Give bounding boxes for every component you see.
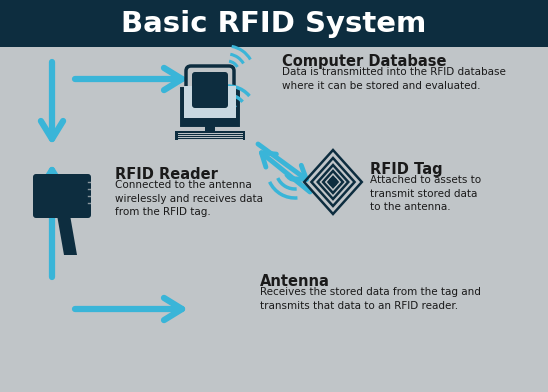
FancyArrowPatch shape (41, 62, 63, 139)
Bar (205, 123, 215, 133)
Text: RFID Tag: RFID Tag (370, 162, 443, 177)
FancyBboxPatch shape (186, 66, 234, 114)
Text: Receives the stored data from the tag and
transmits that data to an RFID reader.: Receives the stored data from the tag an… (260, 287, 481, 310)
FancyArrowPatch shape (75, 298, 182, 320)
Text: Basic RFID System: Basic RFID System (121, 10, 427, 38)
FancyArrowPatch shape (75, 68, 182, 90)
Text: Computer Database: Computer Database (282, 54, 447, 69)
Bar (175, 131, 245, 140)
Polygon shape (57, 215, 77, 255)
FancyArrowPatch shape (261, 153, 310, 192)
FancyArrowPatch shape (258, 144, 306, 180)
Bar (179, 86, 241, 128)
Bar (0, 0, 548, 47)
FancyBboxPatch shape (192, 72, 228, 108)
Bar (0, 47, 548, 392)
FancyArrowPatch shape (41, 170, 63, 277)
Text: RFID Reader: RFID Reader (115, 167, 218, 182)
Bar (184, 86, 236, 118)
Text: Data is transmitted into the RFID database
where it can be stored and evaluated.: Data is transmitted into the RFID databa… (282, 67, 506, 91)
Text: Attached to assets to
transmit stored data
to the antenna.: Attached to assets to transmit stored da… (370, 175, 481, 212)
Text: Connected to the antenna
wirelessly and receives data
from the RFID tag.: Connected to the antenna wirelessly and … (115, 180, 263, 217)
Circle shape (328, 178, 338, 187)
Text: Antenna: Antenna (260, 274, 330, 289)
FancyBboxPatch shape (33, 174, 91, 218)
